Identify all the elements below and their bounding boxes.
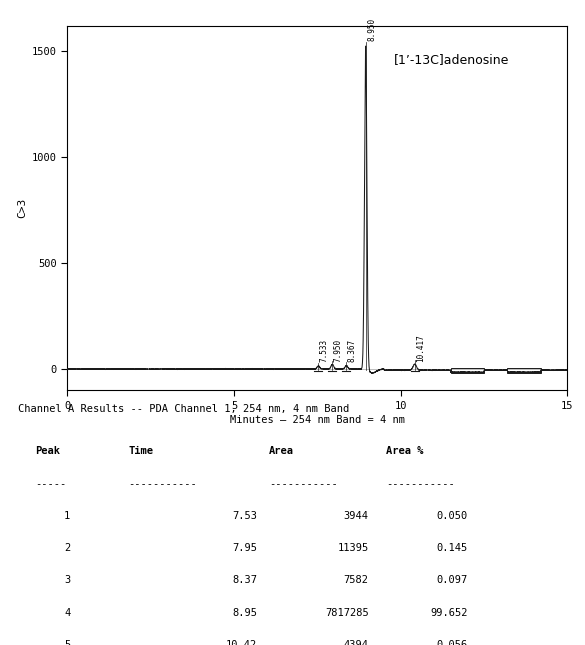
Text: -----: ----- bbox=[35, 479, 66, 489]
Text: 0.056: 0.056 bbox=[437, 640, 468, 645]
Text: 3944: 3944 bbox=[343, 511, 369, 521]
X-axis label: Minutes – 254 nm Band = 4 nm: Minutes – 254 nm Band = 4 nm bbox=[230, 415, 405, 425]
Text: 7.533: 7.533 bbox=[319, 339, 329, 362]
Text: -----------: ----------- bbox=[269, 479, 338, 489]
Text: 99.652: 99.652 bbox=[431, 608, 468, 618]
Text: 0.050: 0.050 bbox=[437, 511, 468, 521]
Text: 8.95: 8.95 bbox=[232, 608, 257, 618]
Text: Area: Area bbox=[269, 446, 294, 457]
Text: 8.37: 8.37 bbox=[232, 575, 257, 586]
Text: 7.53: 7.53 bbox=[232, 511, 257, 521]
Text: 7.95: 7.95 bbox=[232, 543, 257, 553]
Text: Peak: Peak bbox=[35, 446, 60, 457]
Y-axis label: C>3: C>3 bbox=[18, 198, 27, 218]
Text: 8.367: 8.367 bbox=[347, 339, 357, 362]
Text: Area %: Area % bbox=[386, 446, 424, 457]
Bar bbox=[507, 368, 541, 373]
Text: 2: 2 bbox=[64, 543, 70, 553]
Text: 7817285: 7817285 bbox=[325, 608, 369, 618]
Text: -----------: ----------- bbox=[386, 479, 455, 489]
Text: 4394: 4394 bbox=[343, 640, 369, 645]
Text: [1’-13C]adenosine: [1’-13C]adenosine bbox=[394, 54, 510, 66]
Text: 4: 4 bbox=[64, 608, 70, 618]
Text: 10.42: 10.42 bbox=[226, 640, 257, 645]
Text: Channel A Results -- PDA Channel 1, 254 nm, 4 nm Band: Channel A Results -- PDA Channel 1, 254 … bbox=[18, 404, 349, 414]
Bar bbox=[450, 368, 484, 373]
Text: 10.417: 10.417 bbox=[416, 334, 425, 362]
Text: 7.950: 7.950 bbox=[333, 339, 343, 362]
Text: 5: 5 bbox=[64, 640, 70, 645]
Text: -----------: ----------- bbox=[129, 479, 198, 489]
Text: Time: Time bbox=[129, 446, 154, 457]
Text: 0.145: 0.145 bbox=[437, 543, 468, 553]
Text: 11395: 11395 bbox=[338, 543, 369, 553]
Text: 8.950: 8.950 bbox=[367, 17, 376, 41]
Text: 3: 3 bbox=[64, 575, 70, 586]
Text: 7582: 7582 bbox=[343, 575, 369, 586]
Text: 1: 1 bbox=[64, 511, 70, 521]
Text: 0.097: 0.097 bbox=[437, 575, 468, 586]
